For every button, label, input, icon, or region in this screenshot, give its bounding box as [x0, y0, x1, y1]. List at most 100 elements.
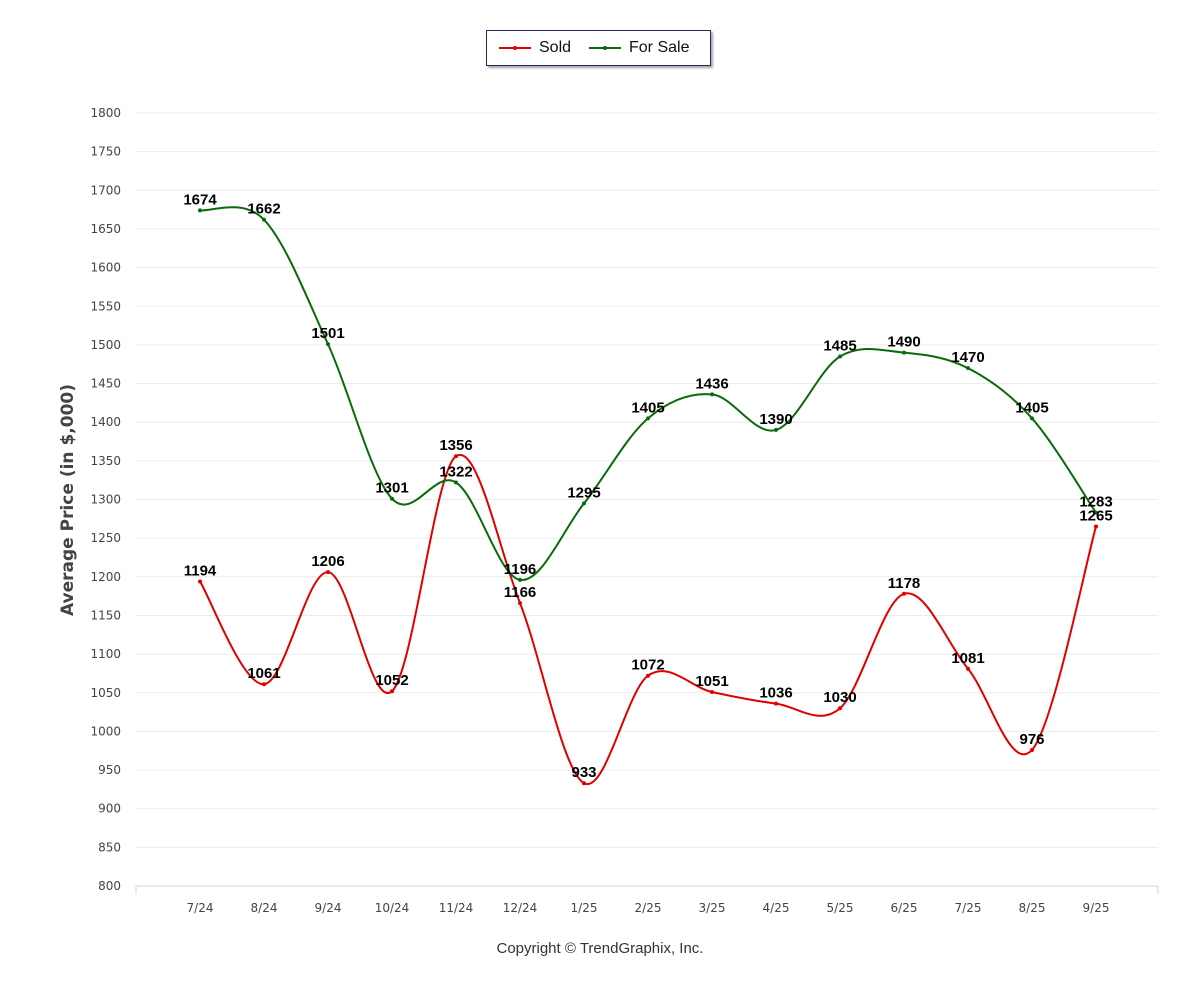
data-label-sold: 933 [571, 764, 596, 781]
data-label-sold: 1166 [504, 584, 537, 601]
point-sold[interactable] [198, 579, 202, 584]
data-label-sold: 1052 [375, 672, 408, 689]
y-tick-label: 900 [98, 802, 121, 816]
y-tick-labels: 800 850 900 950 1000 1050 1100 1150 1200 1250 1300… [90, 106, 121, 893]
data-label-sold: 1051 [695, 673, 728, 690]
data-label-sold: 1072 [631, 657, 664, 674]
y-tick-label: 1000 [90, 724, 121, 738]
data-label-for-sale: 1301 [375, 480, 408, 497]
point-sold[interactable] [454, 454, 458, 459]
x-tick-label: 6/25 [891, 901, 918, 915]
copyright-text: Copyright © TrendGraphix, Inc. [496, 940, 704, 957]
point-for-sale[interactable] [902, 350, 906, 355]
data-label-sold: 1265 [1079, 508, 1112, 525]
legend: Sold For Sale [486, 30, 711, 66]
point-sold[interactable] [326, 570, 330, 575]
point-sold[interactable] [518, 601, 522, 606]
data-label-for-sale: 1283 [1079, 494, 1112, 511]
y-tick-label: 1400 [90, 415, 121, 429]
point-for-sale[interactable] [454, 480, 458, 485]
point-for-sale[interactable] [1094, 510, 1098, 515]
data-label-for-sale: 1295 [567, 484, 600, 501]
y-tick-label: 1650 [90, 222, 121, 236]
data-label-for-sale: 1436 [695, 375, 728, 392]
legend-swatch-for-sale [589, 46, 621, 50]
legend-swatch-sold [499, 46, 531, 50]
y-tick-label: 1200 [90, 570, 121, 584]
point-sold[interactable] [1030, 747, 1034, 752]
x-tick-label: 8/24 [251, 901, 278, 915]
point-sold[interactable] [838, 706, 842, 711]
y-tick-label: 1550 [90, 299, 121, 313]
point-for-sale[interactable] [710, 392, 714, 397]
data-labels: 1194 1061 1206 1052 1356 1166 933 1072 1051 1036 1… [183, 191, 1112, 781]
data-label-sold: 1081 [951, 650, 984, 667]
x-tick-label: 12/24 [503, 901, 538, 915]
point-sold[interactable] [774, 701, 778, 706]
data-label-for-sale: 1196 [504, 561, 537, 578]
y-tick-label: 800 [98, 879, 121, 893]
y-tick-label: 1300 [90, 493, 121, 507]
x-tick-label: 1/25 [571, 901, 598, 915]
point-for-sale[interactable] [838, 354, 842, 359]
data-label-for-sale: 1322 [439, 463, 472, 480]
point-sold[interactable] [1094, 524, 1098, 529]
legend-label-sold: Sold [539, 39, 572, 56]
y-tick-label: 1700 [90, 183, 121, 197]
x-tick-label: 10/24 [375, 901, 410, 915]
x-tick-labels: 7/24 8/24 9/24 10/24 11/24 12/24 1/25 2/25 3/25 4… [187, 901, 1110, 915]
point-for-sale[interactable] [646, 416, 650, 421]
y-tick-label: 950 [98, 763, 121, 777]
x-tick-label: 5/25 [827, 901, 854, 915]
y-axis-label: Average Price (in $,000) [58, 384, 78, 616]
y-tick-label: 1800 [90, 106, 121, 120]
series-line-for-sale [199, 206, 1097, 581]
data-label-for-sale: 1470 [951, 349, 984, 366]
y-tick-label: 1450 [90, 377, 121, 391]
legend-label-for-sale: For Sale [629, 39, 690, 56]
series-points [198, 208, 1098, 786]
data-label-sold: 1061 [247, 665, 280, 682]
legend-item-for-sale[interactable]: For Sale [589, 31, 689, 65]
x-tick-label: 8/25 [1019, 901, 1046, 915]
point-sold[interactable] [966, 666, 970, 671]
point-for-sale[interactable] [518, 577, 522, 582]
y-tick-label: 1350 [90, 454, 121, 468]
point-sold[interactable] [262, 682, 266, 687]
y-tick-label: 1050 [90, 686, 121, 700]
y-tick-label: 1250 [90, 531, 121, 545]
data-label-for-sale: 1405 [1015, 399, 1048, 416]
x-tick-label: 9/24 [315, 901, 342, 915]
point-for-sale[interactable] [326, 342, 330, 347]
point-sold[interactable] [902, 591, 906, 596]
y-tick-label: 1500 [90, 338, 121, 352]
point-for-sale[interactable] [1030, 416, 1034, 421]
data-label-for-sale: 1662 [247, 201, 280, 218]
x-tick-label: 9/25 [1083, 901, 1110, 915]
data-label-for-sale: 1405 [631, 399, 664, 416]
legend-item-sold[interactable]: Sold [499, 31, 571, 65]
x-tick-label: 4/25 [763, 901, 790, 915]
point-sold[interactable] [582, 781, 586, 786]
point-for-sale[interactable] [262, 217, 266, 222]
data-label-sold: 1036 [759, 685, 792, 702]
point-for-sale[interactable] [774, 427, 778, 432]
data-label-sold: 1030 [823, 689, 856, 706]
point-for-sale[interactable] [966, 366, 970, 371]
x-tick-label: 3/25 [699, 901, 726, 915]
y-tick-label: 850 [98, 840, 121, 854]
point-for-sale[interactable] [198, 208, 202, 213]
point-for-sale[interactable] [390, 496, 394, 501]
y-tick-label: 1100 [90, 647, 121, 661]
gridlines [136, 112, 1158, 848]
point-for-sale[interactable] [582, 501, 586, 506]
axes [135, 885, 1159, 894]
data-label-sold: 1356 [439, 437, 472, 454]
point-sold[interactable] [390, 689, 394, 694]
point-sold[interactable] [646, 673, 650, 678]
x-tick-label: 7/24 [187, 901, 214, 915]
data-label-for-sale: 1490 [887, 334, 920, 351]
point-sold[interactable] [710, 689, 714, 694]
y-tick-label: 1600 [90, 261, 121, 275]
